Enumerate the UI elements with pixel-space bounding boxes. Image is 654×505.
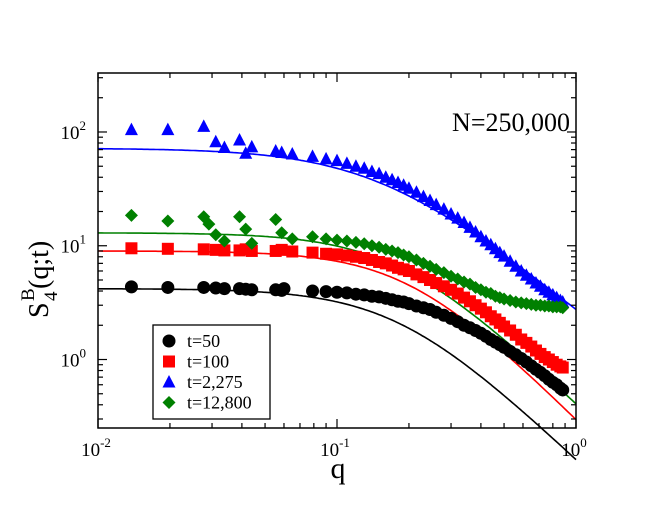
data-point-s4-2 <box>161 214 175 228</box>
data-point-s1-14 <box>330 285 344 299</box>
legend-label-1: t=50 <box>187 331 220 351</box>
data-point-s3-29 <box>437 202 451 215</box>
legend-marker-4 <box>162 396 176 409</box>
data-point-s4-9 <box>245 236 259 250</box>
data-point-s1-11 <box>277 282 291 296</box>
x-tick-label-2: 10-1 <box>320 435 350 461</box>
data-point-s3-28 <box>429 197 443 211</box>
data-point-s1-53 <box>556 383 570 397</box>
data-point-s3-32 <box>457 215 471 229</box>
data-point-s1-13 <box>319 285 333 299</box>
data-point-s3-6 <box>233 133 247 146</box>
data-point-s3-8 <box>245 139 259 153</box>
data-point-s3-30 <box>444 207 458 220</box>
data-point-s1-1 <box>124 280 138 294</box>
data-point-s1-5 <box>217 282 231 296</box>
data-point-s1-8 <box>245 283 259 297</box>
x-axis-label: q <box>331 452 346 485</box>
data-point-s4-25 <box>402 250 416 264</box>
data-point-s3-18 <box>365 164 379 177</box>
legend-marker-3 <box>162 375 176 388</box>
data-point-s4-6 <box>217 234 231 248</box>
data-point-s3-2 <box>161 122 175 136</box>
data-point-s2-10 <box>275 243 288 256</box>
data-point-s1-12 <box>306 284 320 298</box>
legend-label-3: t=2,275 <box>187 372 243 392</box>
data-point-s3-26 <box>416 189 430 203</box>
data-point-s3-27 <box>423 193 437 206</box>
data-point-s3-11 <box>285 147 299 160</box>
data-point-s4-15 <box>330 233 344 247</box>
data-point-s2-12 <box>306 246 319 259</box>
data-point-s2-3 <box>197 243 210 256</box>
y-tick-label-1: 100 <box>61 346 87 372</box>
data-point-s3-1 <box>124 122 138 136</box>
data-point-s4-10 <box>269 213 283 227</box>
data-point-s4-12 <box>285 232 299 246</box>
data-point-s3-14 <box>330 153 344 167</box>
data-point-s1-2 <box>161 280 175 294</box>
fit-curve-1 <box>98 288 577 461</box>
chart-axes: 10-2 10-1 100 100 101 102 <box>61 72 587 461</box>
data-point-s3-13 <box>319 151 333 165</box>
data-point-s3-12 <box>306 149 320 162</box>
data-point-s4-11 <box>275 226 289 240</box>
data-point-s3-17 <box>357 161 371 174</box>
data-point-s3-25 <box>409 185 423 198</box>
legend-marker-1 <box>162 334 176 348</box>
data-point-s4-5 <box>209 228 223 242</box>
legend-marker-2 <box>163 355 175 368</box>
y-tick-label-2: 101 <box>61 232 87 258</box>
legend-label-4: t=12,800 <box>187 393 252 413</box>
data-point-s3-3 <box>197 119 211 132</box>
data-point-s2-14 <box>331 248 343 261</box>
x-tick-label-1: 10-2 <box>81 435 111 461</box>
data-point-s2-53 <box>556 361 569 374</box>
data-point-s2-8 <box>245 244 258 257</box>
data-point-s2-11 <box>286 245 299 258</box>
data-point-s4-1 <box>124 208 138 222</box>
data-point-s3-4 <box>209 134 223 148</box>
y-axis-label-args: (q;t) <box>24 241 55 289</box>
data-point-s3-10 <box>275 145 289 159</box>
data-point-s2-5 <box>218 244 231 257</box>
data-point-s2-1 <box>125 242 138 255</box>
data-point-s3-41 <box>503 254 517 267</box>
data-point-s2-15 <box>340 249 353 262</box>
y-axis-label-subscript: 4 <box>41 291 62 301</box>
data-point-s2-13 <box>320 247 333 260</box>
chart-annotation: N=250,000 <box>452 108 570 137</box>
data-point-s4-7 <box>233 210 247 224</box>
data-point-s3-19 <box>372 166 386 180</box>
y-tick-label-3: 102 <box>61 118 87 144</box>
data-point-s4-17 <box>349 235 363 249</box>
legend-label-2: t=100 <box>187 352 229 372</box>
data-point-s3-31 <box>451 211 465 224</box>
data-point-s4-14 <box>319 232 333 246</box>
data-point-s3-7 <box>239 146 253 159</box>
data-point-s3-40 <box>497 249 511 262</box>
data-point-s4-8 <box>239 222 253 236</box>
y-axis-label-superscript: B <box>18 288 39 301</box>
y-axis-label: S4B(q;t) <box>18 241 62 318</box>
data-point-s4-4 <box>202 217 216 231</box>
y-axis-label-main: S <box>24 302 55 318</box>
chart-marks <box>98 119 577 461</box>
data-point-s4-13 <box>306 230 320 244</box>
data-point-s4-54 <box>556 301 570 315</box>
x-tick-label-3: 100 <box>561 435 587 461</box>
data-point-s3-5 <box>217 140 231 154</box>
data-point-s3-15 <box>340 156 354 169</box>
data-point-s4-16 <box>340 234 354 248</box>
data-point-s3-16 <box>349 159 363 172</box>
data-point-s2-2 <box>161 242 174 255</box>
data-point-s3-24 <box>402 181 416 194</box>
data-point-s1-3 <box>197 280 211 294</box>
